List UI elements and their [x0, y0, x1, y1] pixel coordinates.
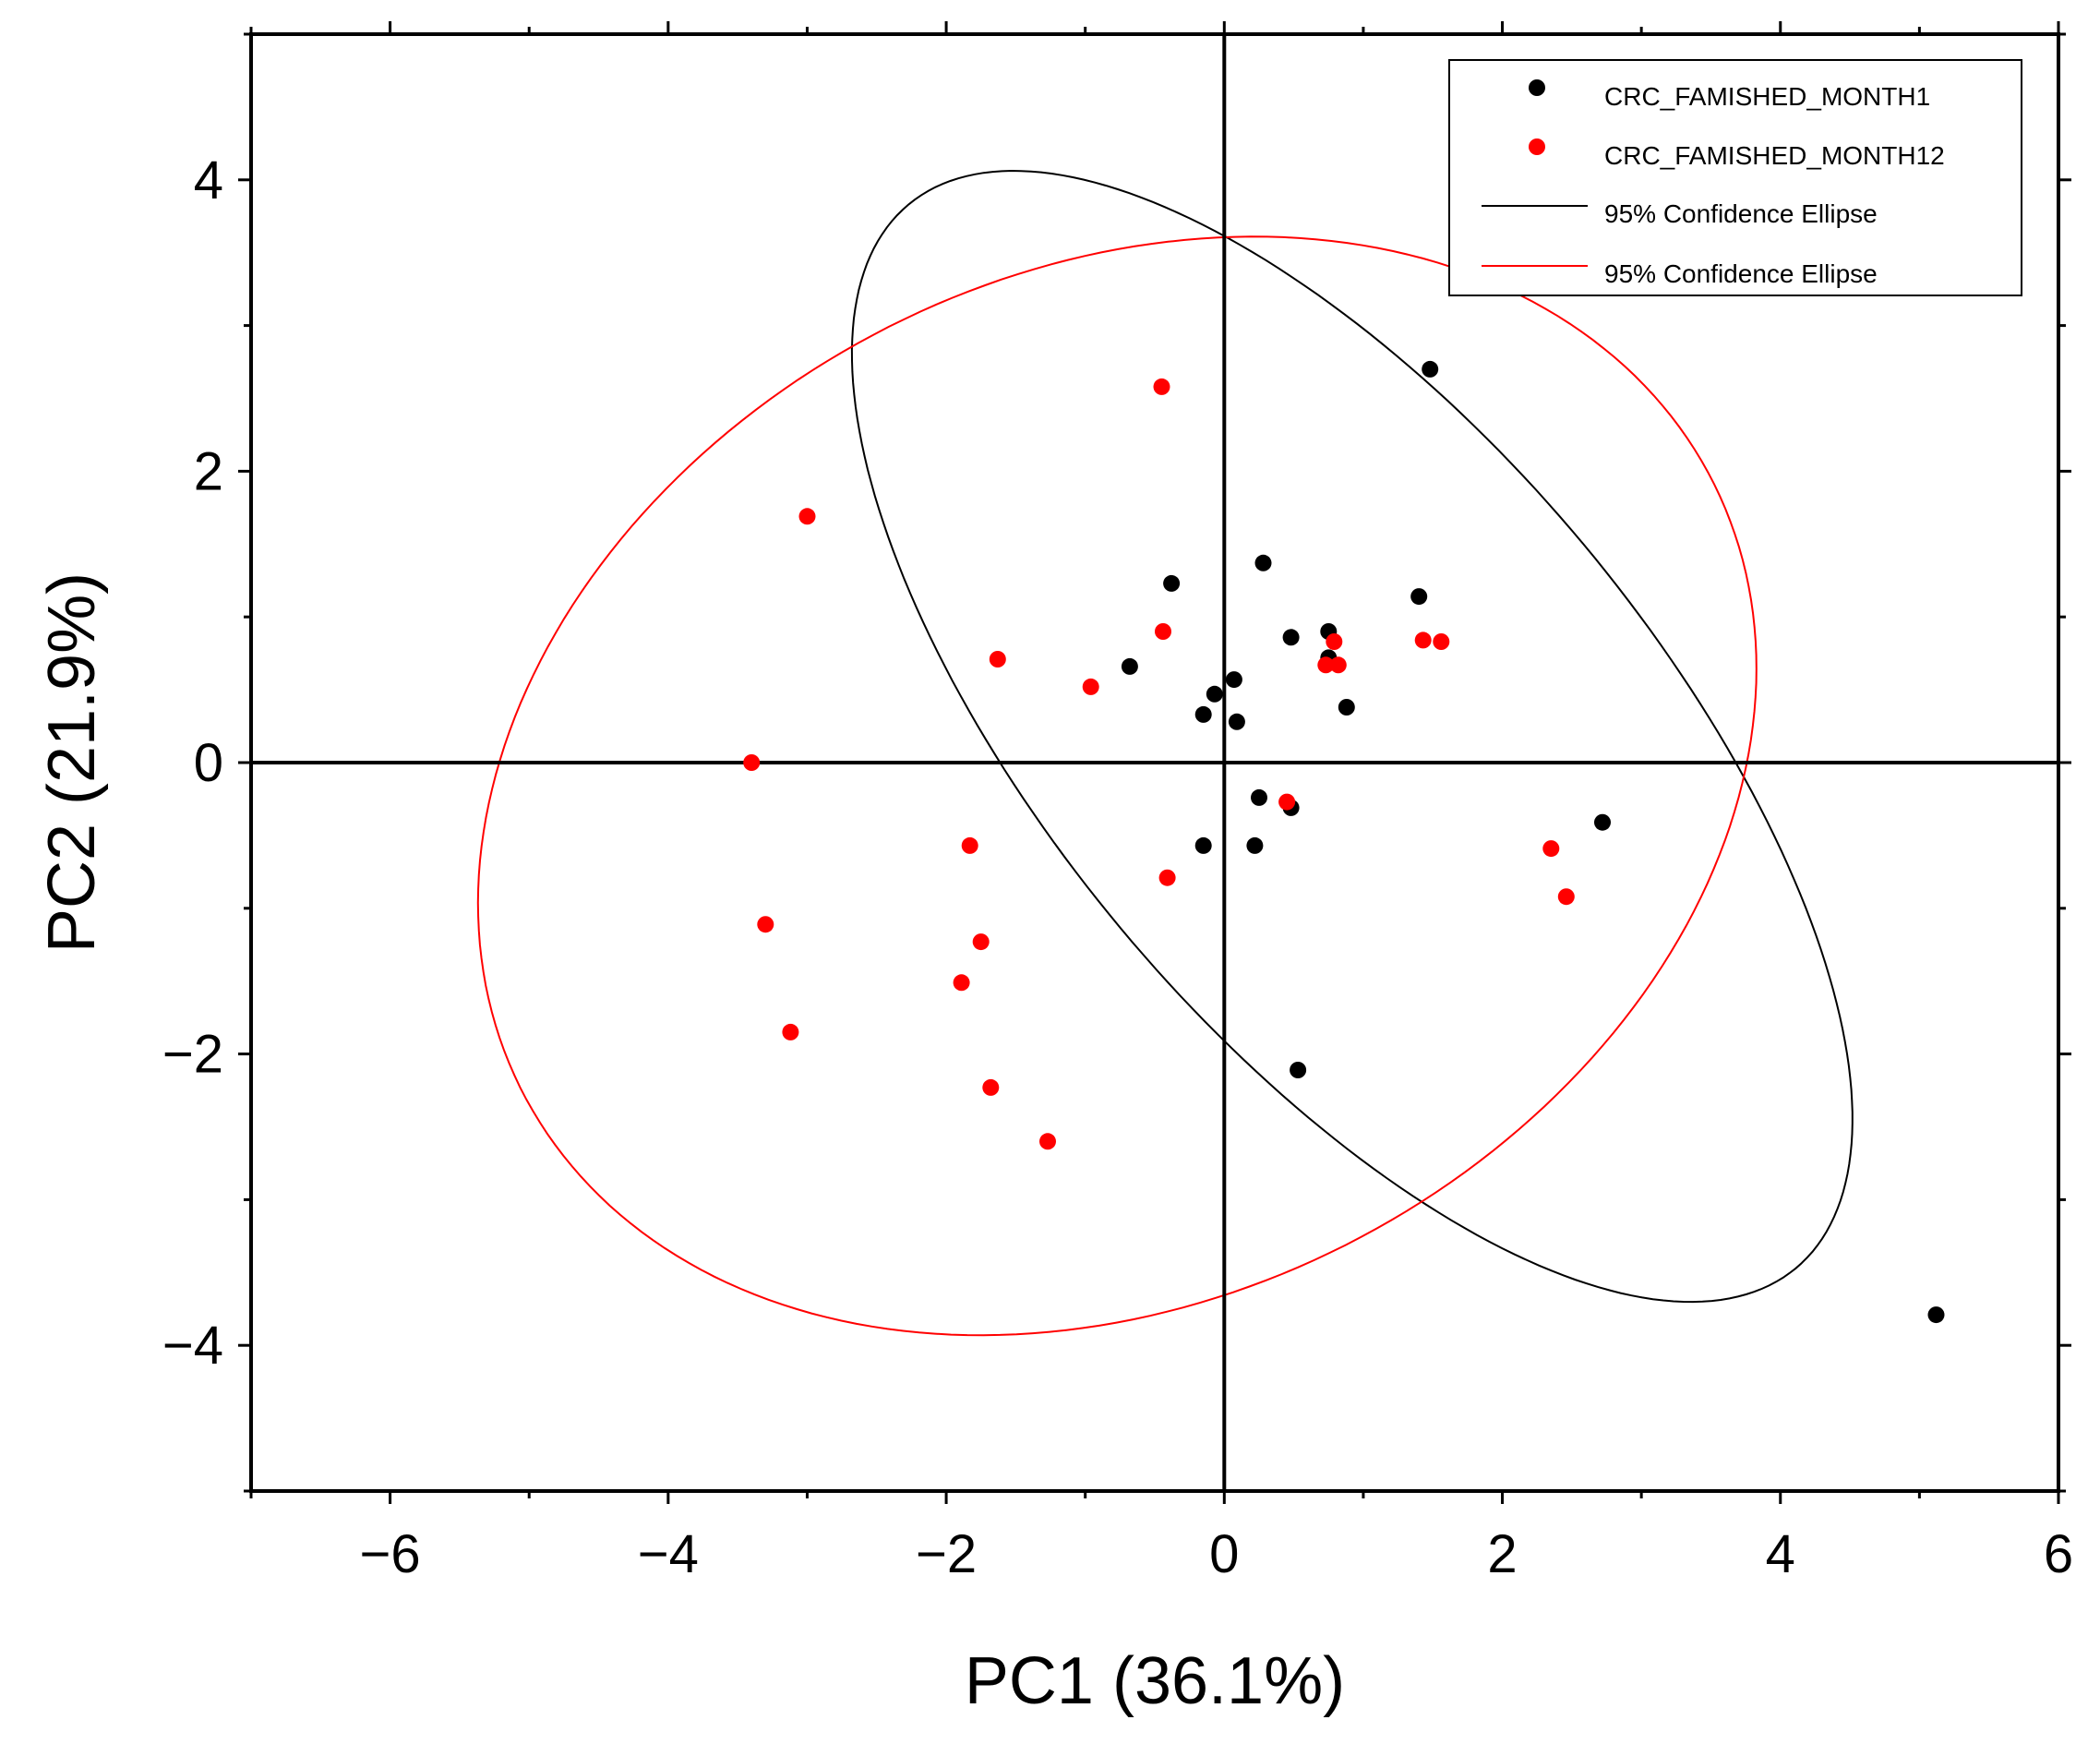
points-layer	[743, 360, 1945, 1324]
y-tick-label: 0	[194, 733, 223, 793]
legend-box	[1448, 59, 2022, 296]
legend: CRC_FAMISHED_MONTH1 CRC_FAMISHED_MONTH12…	[1448, 59, 2022, 296]
x-tick-label: −4	[638, 1524, 699, 1584]
x-tick-label: 2	[1487, 1524, 1517, 1584]
point-month12-15	[1557, 888, 1575, 906]
x-axis-title: PC1 (36.1%)	[965, 1644, 1345, 1718]
point-month12-3	[989, 651, 1006, 668]
point-month12-4	[1082, 678, 1099, 695]
point-month12-9	[1433, 633, 1450, 650]
legend-label-ellipse-black: 95% Confidence Ellipse	[1604, 199, 1878, 228]
point-month1-10	[1338, 699, 1355, 716]
point-month1-19	[1927, 1306, 1945, 1324]
point-month1-9	[1206, 685, 1223, 703]
legend-label-ellipse-red: 95% Confidence Ellipse	[1604, 259, 1878, 288]
y-tick-label: 2	[194, 441, 223, 501]
point-month12-1	[798, 508, 816, 525]
x-tick-label: −2	[916, 1524, 977, 1584]
point-month12-5	[1326, 633, 1343, 650]
point-month1-4	[1282, 629, 1300, 646]
point-month1-0	[1422, 360, 1439, 378]
point-month1-13	[1251, 788, 1267, 806]
point-month1-2	[1163, 574, 1181, 592]
legend-marker-month1	[1529, 79, 1545, 96]
point-month1-11	[1194, 705, 1212, 723]
point-month1-16	[1194, 836, 1212, 854]
point-month1-8	[1225, 671, 1242, 689]
confidence-ellipse-month1	[850, 169, 1854, 1304]
point-month12-0	[1153, 378, 1170, 395]
ellipses-layer	[476, 169, 1854, 1337]
point-month12-8	[1414, 631, 1432, 649]
y-axis-title: PC2 (21.9%)	[35, 572, 109, 953]
point-month1-1	[1254, 554, 1272, 571]
point-month1-7	[1121, 657, 1138, 675]
point-month12-18	[953, 974, 970, 992]
legend-label-month1: CRC_FAMISHED_MONTH1	[1604, 82, 1930, 111]
point-month12-17	[972, 933, 990, 951]
axis-ticks	[238, 21, 2071, 1504]
point-month12-21	[1039, 1133, 1056, 1150]
x-tick-label: 0	[1209, 1524, 1239, 1584]
point-month12-10	[743, 754, 761, 771]
axis-tick-labels: −6 −4 −2 0 2 4 6 −4 −2 0 2 4	[162, 150, 2073, 1584]
confidence-ellipse-month12	[476, 235, 1758, 1337]
point-month12-20	[982, 1078, 1000, 1096]
point-month1-3	[1410, 588, 1428, 606]
point-month12-13	[1158, 869, 1176, 886]
point-month12-7	[1329, 656, 1347, 674]
point-month1-17	[1246, 836, 1264, 854]
point-month12-2	[1155, 623, 1171, 640]
point-month12-12	[961, 836, 978, 854]
y-tick-label: −2	[162, 1025, 223, 1085]
y-tick-label: −4	[162, 1316, 223, 1376]
x-tick-label: 6	[2044, 1524, 2073, 1584]
point-month12-14	[1542, 840, 1560, 858]
point-month12-6	[1317, 656, 1335, 674]
y-tick-label: 4	[194, 150, 223, 210]
x-tick-label: −6	[360, 1524, 421, 1584]
point-month12-11	[1278, 793, 1296, 811]
point-month1-15	[1594, 813, 1611, 831]
x-tick-label: 4	[1766, 1524, 1795, 1584]
point-month12-19	[782, 1023, 799, 1040]
legend-label-month12: CRC_FAMISHED_MONTH12	[1604, 141, 1945, 170]
point-month1-12	[1228, 713, 1245, 730]
legend-marker-month12	[1529, 138, 1545, 155]
reference-lines	[251, 34, 2058, 1491]
point-month1-18	[1290, 1062, 1307, 1078]
point-month12-16	[757, 916, 774, 933]
